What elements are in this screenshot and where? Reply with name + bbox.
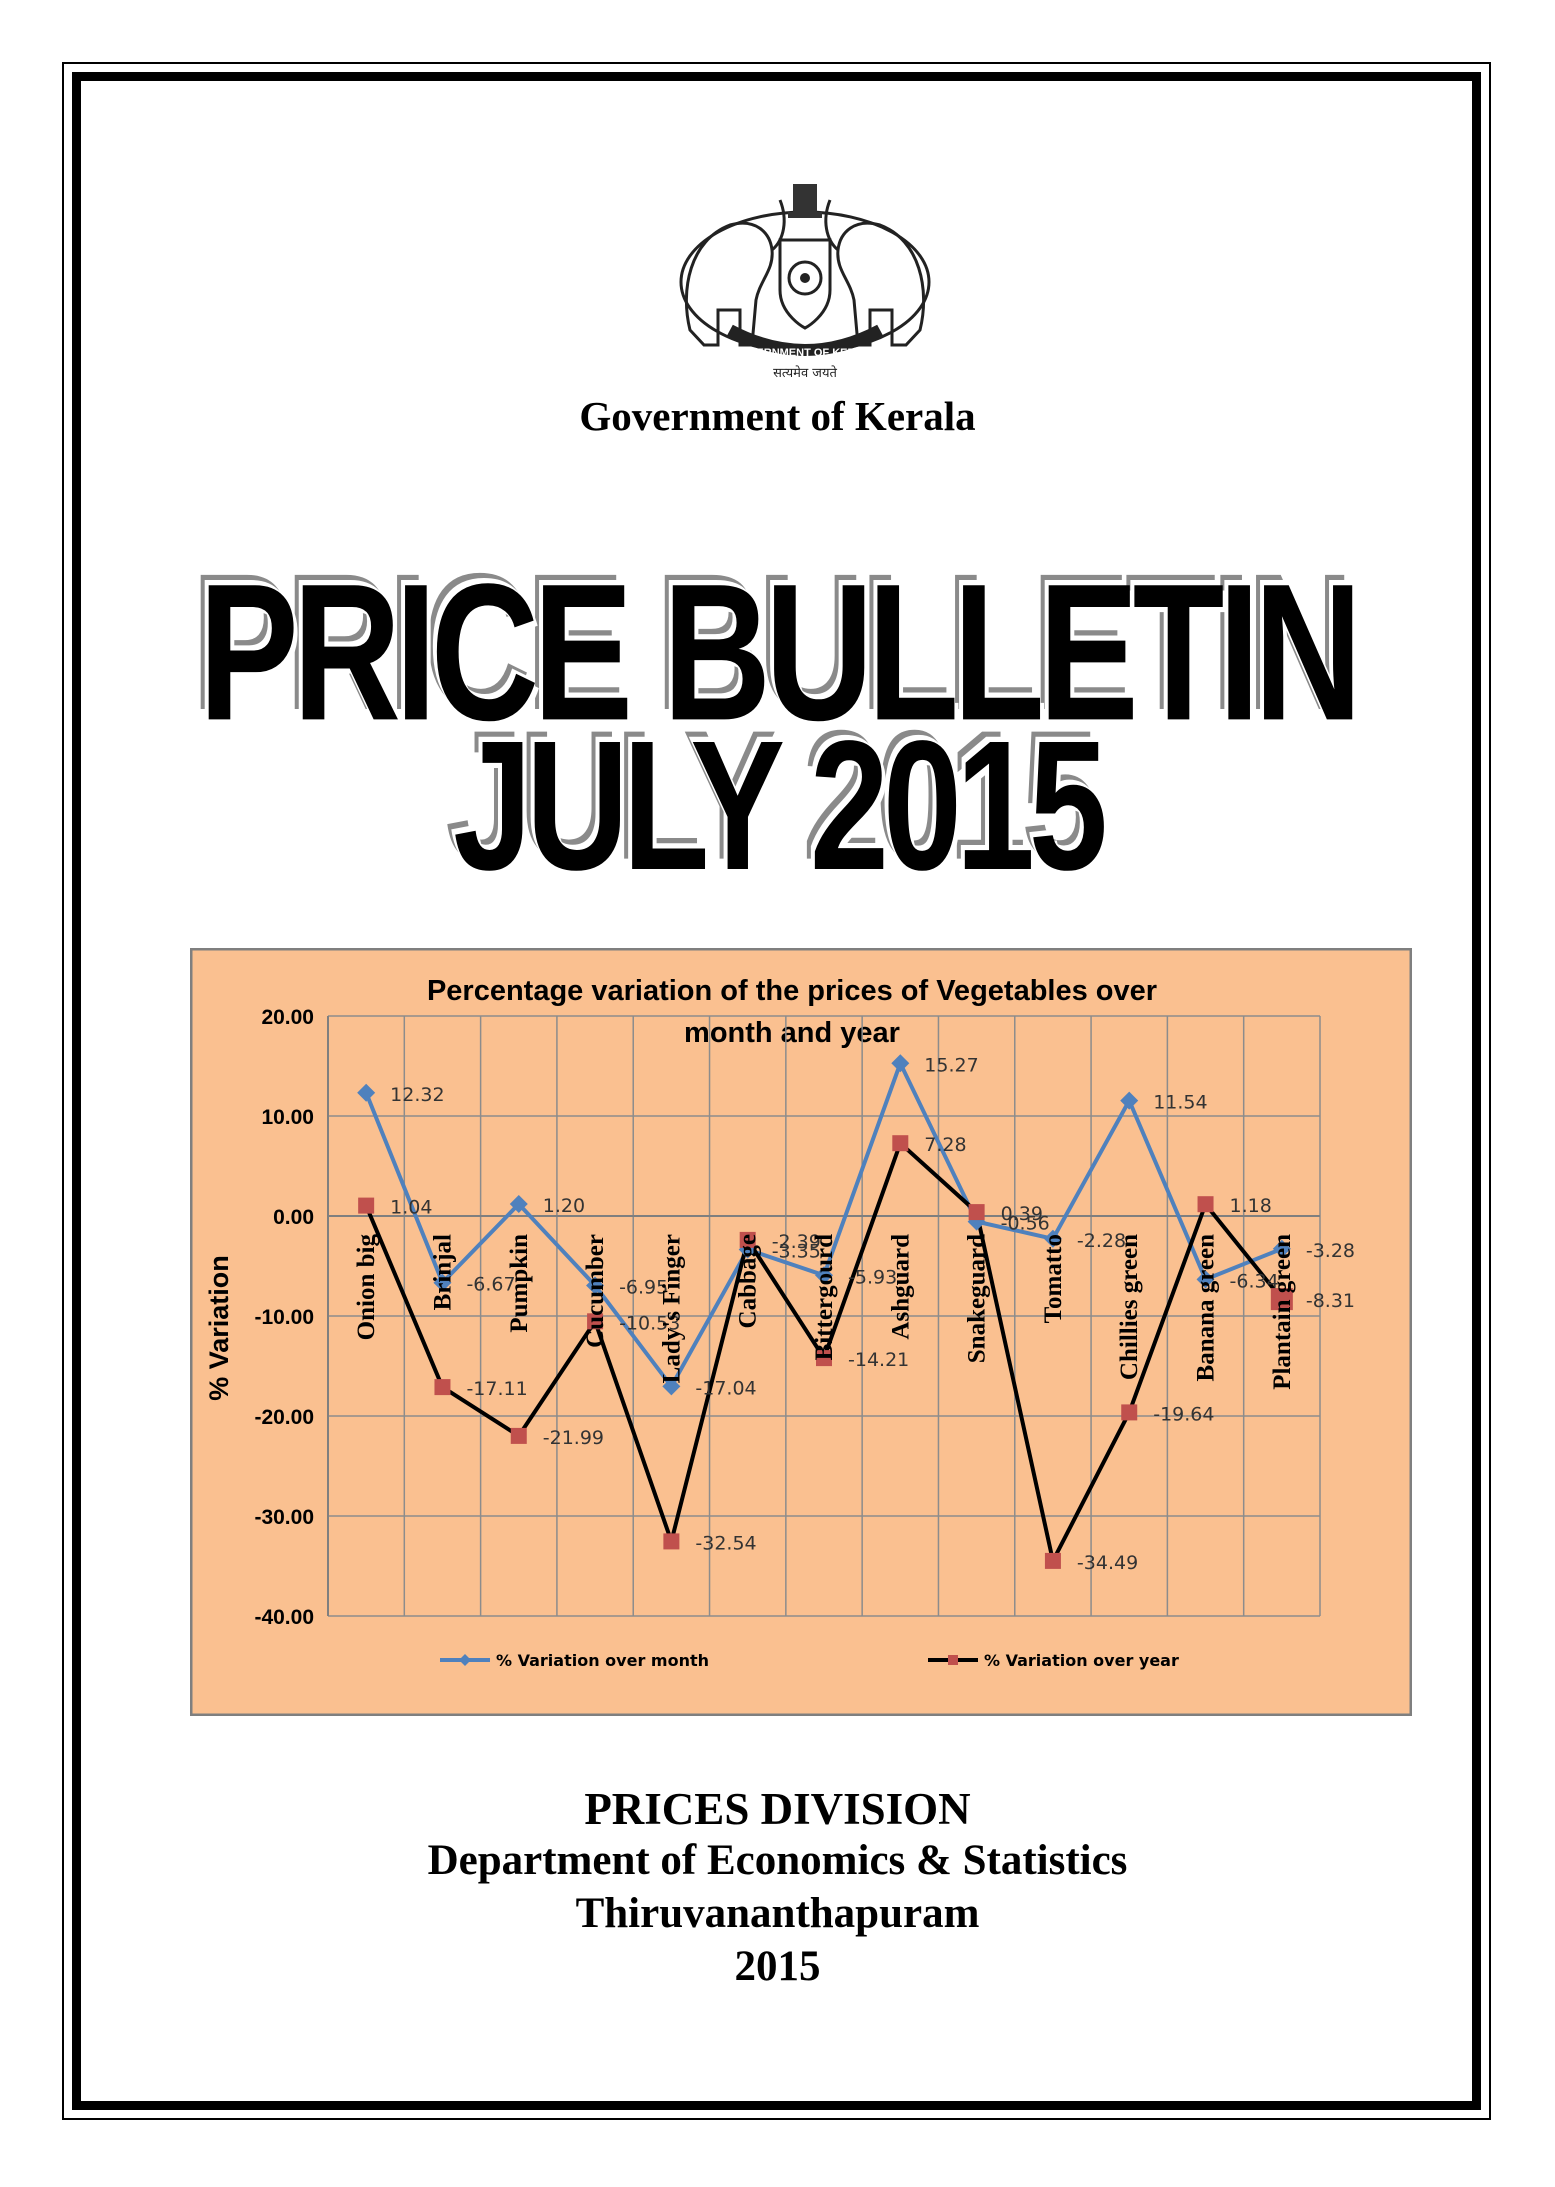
y-tick-label: -40.00 (254, 1606, 314, 1629)
legend-year-marker (948, 1655, 958, 1665)
month-marker (1120, 1091, 1139, 1110)
chart-background (190, 948, 1412, 1716)
category-label: Cabbage (735, 1234, 762, 1328)
legend-month-label: % Variation over month (496, 1651, 709, 1670)
month-marker (891, 1054, 910, 1073)
category-label: Onion big (353, 1234, 380, 1341)
legend-year-label: % Variation over year (984, 1651, 1179, 1670)
month-marker (967, 1212, 986, 1231)
chart-title-line2: month and year (684, 1017, 900, 1049)
month-data-label: -0.56 (1001, 1213, 1050, 1235)
month-marker (586, 1276, 605, 1295)
year-data-label: 7.28 (924, 1134, 966, 1156)
month-data-label: -6.67 (466, 1274, 515, 1296)
category-label: Chillies green (1116, 1234, 1143, 1380)
month-data-label: -6.95 (619, 1277, 668, 1299)
emblem-ribbon-text: GOVERNMENT OF KERALA (732, 347, 878, 359)
year-data-label: -21.99 (543, 1427, 604, 1449)
month-data-label: -2.28 (1077, 1230, 1126, 1252)
month-data-label: 11.54 (1153, 1092, 1207, 1114)
y-tick-label: -20.00 (254, 1406, 314, 1429)
year-marker (358, 1197, 375, 1214)
y-tick-label: -10.00 (254, 1306, 314, 1329)
year-data-label: -19.64 (1153, 1403, 1214, 1425)
year-data-label: -10.53 (619, 1312, 680, 1334)
y-tick-label: 0.00 (273, 1206, 314, 1229)
year-marker (739, 1231, 756, 1248)
category-label: Brinjal (429, 1234, 456, 1310)
year-marker (1197, 1196, 1214, 1213)
year-marker (1044, 1552, 1061, 1569)
month-marker (433, 1273, 452, 1292)
year-data-label: -8.31 (1306, 1290, 1355, 1312)
category-label: Pumpkin (506, 1234, 533, 1333)
month-data-label: -6.34 (1230, 1270, 1279, 1292)
y-tick-label: 20.00 (261, 1006, 314, 1029)
month-marker (662, 1377, 681, 1396)
y-tick-label: 10.00 (261, 1106, 314, 1129)
issuing-city: Thiruvananthapuram (575, 1890, 980, 1937)
month-data-label: 12.32 (390, 1084, 444, 1106)
year-marker (587, 1313, 604, 1330)
year-marker (663, 1533, 680, 1550)
category-label: Snakeguard (964, 1234, 991, 1363)
y-axis-title: % Variation (204, 1255, 234, 1401)
category-label: Lady's Finger (658, 1234, 685, 1383)
kerala-emblem: GOVERNMENT OF KERALA सत्यमेव जयते (679, 184, 931, 380)
month-marker (1196, 1270, 1215, 1289)
category-label: Cucumber (582, 1234, 609, 1348)
month-marker (357, 1083, 376, 1102)
year-data-label: 1.04 (390, 1197, 432, 1219)
issuing-department: Department of Economics & Statistics (427, 1837, 1128, 1884)
government-name: Government of Kerala (579, 393, 976, 439)
year-data-label: 0.39 (1001, 1203, 1043, 1225)
year-marker (968, 1204, 985, 1221)
year-marker (434, 1379, 451, 1396)
month-marker (815, 1266, 833, 1285)
vegetable-price-variation-chart: Percentage variation of the prices of Ve… (190, 948, 1412, 1716)
month-data-label: -17.04 (695, 1377, 756, 1399)
chart-title-line1: Percentage variation of the prices of Ve… (427, 975, 1157, 1007)
year-marker (892, 1135, 909, 1152)
month-marker (1043, 1229, 1062, 1248)
year-data-label: -34.49 (1077, 1552, 1138, 1574)
bulletin-issue: JULY 2015 (453, 702, 1108, 910)
year-marker (510, 1427, 527, 1444)
y-tick-label: -30.00 (254, 1506, 314, 1529)
month-data-label: -3.35 (772, 1241, 821, 1263)
legend-month-marker (459, 1654, 471, 1666)
issuing-division: PRICES DIVISION (584, 1784, 971, 1834)
year-data-label: -32.54 (695, 1532, 756, 1554)
issuing-year: 2015 (734, 1943, 821, 1990)
month-marker (1272, 1239, 1291, 1258)
year-data-label: 1.18 (1230, 1195, 1272, 1217)
month-marker (509, 1195, 528, 1213)
year-data-label: -2.39 (772, 1231, 821, 1253)
page-border-inner (72, 72, 1481, 2110)
year-data-label: -17.11 (466, 1378, 527, 1400)
month-data-label: 15.27 (924, 1054, 978, 1076)
category-label: Bittergourd (811, 1234, 838, 1360)
bulletin-title: PRICE BULLETIN (198, 542, 1363, 761)
category-label: Banana green (1193, 1234, 1220, 1382)
category-label: Ashguard (887, 1234, 914, 1340)
year-marker (1270, 1288, 1293, 1311)
category-label: Tomatto (1040, 1234, 1067, 1323)
month-data-label: 1.20 (543, 1195, 585, 1217)
month-data-label: -5.93 (848, 1266, 897, 1288)
year-marker (1121, 1404, 1138, 1421)
emblem-motto: सत्यमेव जयते (773, 365, 837, 380)
year-data-label: -14.21 (848, 1349, 909, 1371)
page-border-outer (62, 62, 1491, 2120)
year-marker (816, 1350, 832, 1367)
month-data-label: -3.28 (1306, 1240, 1355, 1262)
category-label: Plantain green (1269, 1234, 1296, 1390)
